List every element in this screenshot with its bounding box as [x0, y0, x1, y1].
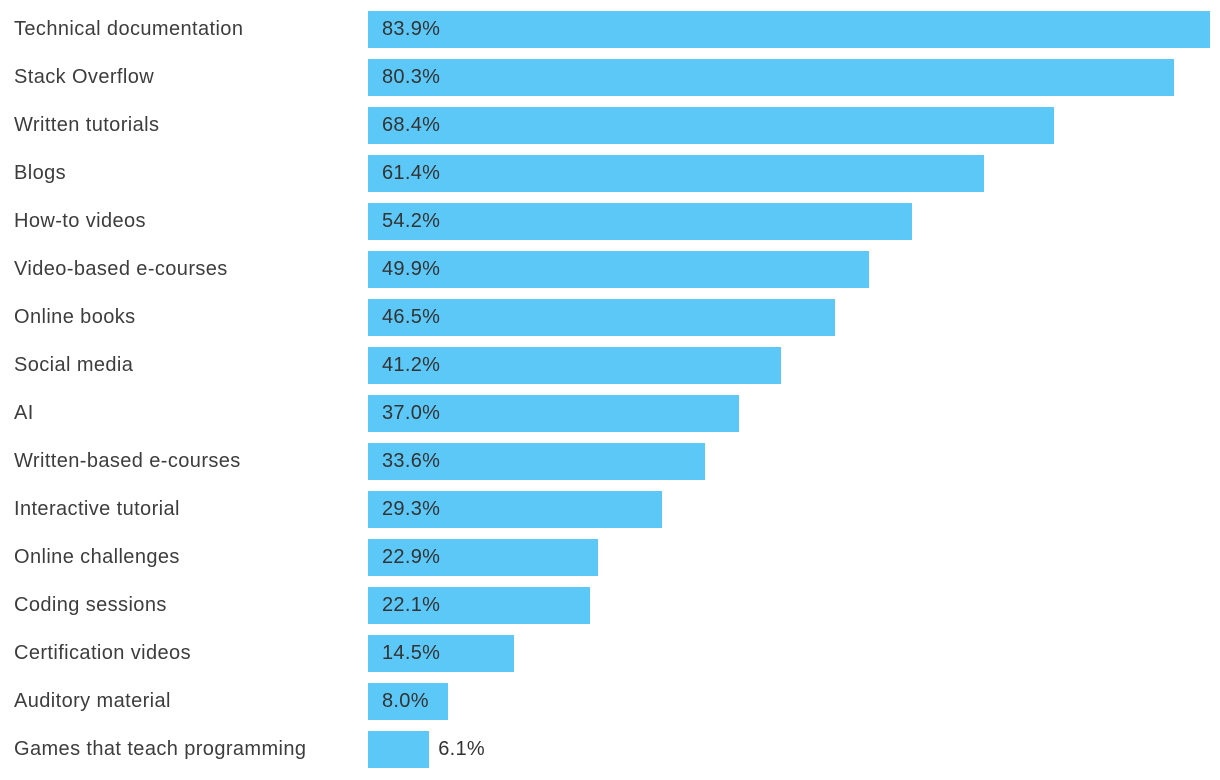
- chart-row: Online books 46.5% 46.5%: [0, 293, 1220, 341]
- category-label: Interactive tutorial: [14, 497, 180, 520]
- bar: 6.1%: [368, 730, 430, 768]
- chart-row: Games that teach programming 6.1% 6.1%: [0, 725, 1220, 773]
- value-label: 49.9%: [382, 257, 441, 280]
- bar-track: 83.9% 83.9%: [368, 10, 1210, 48]
- chart-row: Technical documentation 83.9% 83.9%: [0, 5, 1220, 53]
- value-label: 29.3%: [382, 497, 441, 520]
- bar-track: 41.2% 41.2%: [368, 346, 1210, 384]
- category-label: Certification videos: [14, 641, 191, 664]
- bar-track: 22.1% 22.1%: [368, 586, 1210, 624]
- bar: 80.3%: [368, 58, 1174, 96]
- category-label: Written tutorials: [14, 113, 160, 136]
- bar-track: 49.9% 49.9%: [368, 250, 1210, 288]
- bar: 8.0%: [368, 682, 449, 720]
- chart-row: AI 37.0% 37.0%: [0, 389, 1220, 437]
- value-label: 80.3%: [382, 65, 441, 88]
- value-label: 22.9%: [382, 545, 441, 568]
- chart-row: Written tutorials 68.4% 68.4%: [0, 101, 1220, 149]
- bar-track: 46.5% 46.5%: [368, 298, 1210, 336]
- value-label: 54.2%: [382, 209, 441, 232]
- category-label: Video-based e-courses: [14, 257, 228, 280]
- bar-track: 14.5% 14.5%: [368, 634, 1210, 672]
- category-label: Games that teach programming: [14, 737, 307, 760]
- bar-track: 6.1% 6.1%: [368, 730, 1210, 768]
- category-label: Coding sessions: [14, 593, 167, 616]
- bar-track: 33.6% 33.6%: [368, 442, 1210, 480]
- value-label: 68.4%: [382, 113, 441, 136]
- category-label: Online books: [14, 305, 136, 328]
- value-label: 8.0%: [382, 689, 429, 712]
- value-label: 37.0%: [382, 401, 441, 424]
- category-label: Technical documentation: [14, 17, 244, 40]
- chart-row: Written-based e-courses 33.6% 33.6%: [0, 437, 1220, 485]
- bar-track: 61.4% 61.4%: [368, 154, 1210, 192]
- chart-row: Video-based e-courses 49.9% 49.9%: [0, 245, 1220, 293]
- bar: 22.1%: [368, 586, 590, 624]
- category-label: Online challenges: [14, 545, 180, 568]
- bar: 83.9%: [368, 10, 1210, 48]
- chart-row: Interactive tutorial 29.3% 29.3%: [0, 485, 1220, 533]
- category-label: How-to videos: [14, 209, 146, 232]
- bar-track: 37.0% 37.0%: [368, 394, 1210, 432]
- chart-row: Stack Overflow 80.3% 80.3%: [0, 53, 1220, 101]
- category-label: Written-based e-courses: [14, 449, 241, 472]
- chart-row: Online challenges 22.9% 22.9%: [0, 533, 1220, 581]
- bar: 33.6%: [368, 442, 706, 480]
- bar: 41.2%: [368, 346, 782, 384]
- bar: 46.5%: [368, 298, 835, 336]
- bar: 54.2%: [368, 202, 912, 240]
- value-label: 83.9%: [382, 17, 441, 40]
- bar-track: 80.3% 80.3%: [368, 58, 1210, 96]
- value-label-outside: 6.1%: [438, 737, 485, 760]
- bar-track: 29.3% 29.3%: [368, 490, 1210, 528]
- bar-track: 54.2% 54.2%: [368, 202, 1210, 240]
- value-label: 61.4%: [382, 161, 441, 184]
- chart-row: Auditory material 8.0% 8.0%: [0, 677, 1220, 725]
- value-label: 22.1%: [382, 593, 441, 616]
- category-label: Auditory material: [14, 689, 171, 712]
- value-label: 46.5%: [382, 305, 441, 328]
- bar: 29.3%: [368, 490, 663, 528]
- bar-track: 68.4% 68.4%: [368, 106, 1210, 144]
- category-label: Stack Overflow: [14, 65, 155, 88]
- bar-track: 8.0% 8.0%: [368, 682, 1210, 720]
- chart-row: Certification videos 14.5% 14.5%: [0, 629, 1220, 677]
- bar: 61.4%: [368, 154, 985, 192]
- value-label: 14.5%: [382, 641, 441, 664]
- value-label: 33.6%: [382, 449, 441, 472]
- value-label: 41.2%: [382, 353, 441, 376]
- category-label: Blogs: [14, 161, 67, 184]
- bar: 68.4%: [368, 106, 1055, 144]
- chart-row: How-to videos 54.2% 54.2%: [0, 197, 1220, 245]
- chart-row: Blogs 61.4% 61.4%: [0, 149, 1220, 197]
- bar: 37.0%: [368, 394, 740, 432]
- category-label: Social media: [14, 353, 134, 376]
- chart-row: Coding sessions 22.1% 22.1%: [0, 581, 1220, 629]
- chart-row: Social media 41.2% 41.2%: [0, 341, 1220, 389]
- bar-track: 22.9% 22.9%: [368, 538, 1210, 576]
- category-label: AI: [14, 401, 34, 424]
- bar: 22.9%: [368, 538, 598, 576]
- bar: 49.9%: [368, 250, 869, 288]
- bar: 14.5%: [368, 634, 514, 672]
